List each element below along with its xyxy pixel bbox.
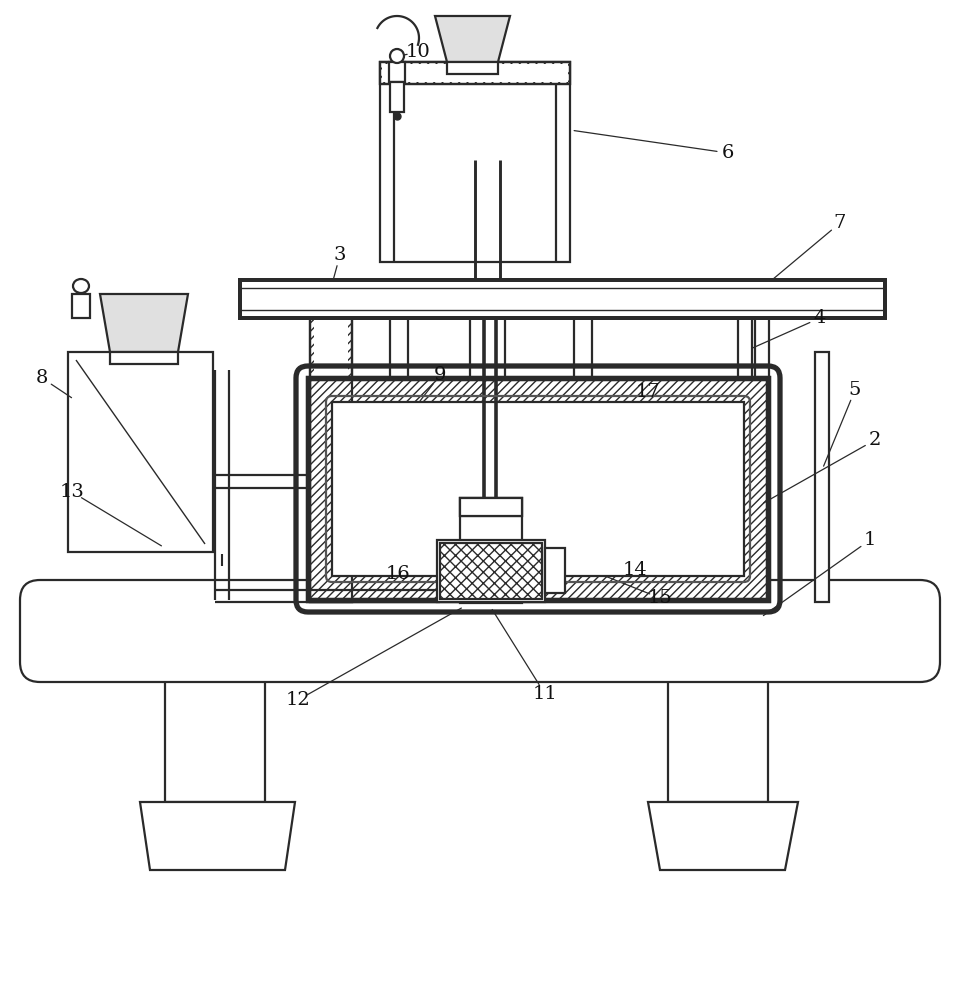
Bar [545,548,565,593]
Bar [380,62,570,84]
Bar [72,294,90,318]
Text: 3: 3 [334,246,347,264]
Bar [314,284,348,594]
Bar [447,62,498,74]
Bar [332,402,744,576]
Ellipse shape [390,49,404,63]
Text: 11: 11 [533,685,558,703]
Text: 16: 16 [385,565,410,583]
Bar [755,280,769,600]
Text: 17: 17 [636,383,661,401]
Bar [165,662,265,802]
Bar [437,540,545,602]
Bar [668,662,768,802]
Text: 15: 15 [648,589,672,607]
Bar [242,282,883,316]
Text: 9: 9 [433,366,446,384]
Bar [460,498,522,603]
Polygon shape [648,802,798,870]
Bar [389,62,405,82]
Text: 5: 5 [848,381,861,399]
Text: 2: 2 [869,431,881,449]
Bar [390,82,404,112]
Bar [382,64,568,82]
Bar [310,280,352,602]
Text: 14: 14 [623,561,647,579]
Text: 6: 6 [722,144,734,162]
Bar [332,402,744,576]
Text: 1: 1 [864,531,876,549]
Text: 10: 10 [405,43,430,61]
Polygon shape [140,802,295,870]
Ellipse shape [73,279,89,293]
Bar [380,62,570,84]
Text: 12: 12 [286,691,310,709]
Bar [460,498,522,516]
Bar [110,352,178,364]
Bar [440,543,542,599]
Polygon shape [100,294,188,352]
Text: 13: 13 [60,483,85,501]
Bar [308,378,768,600]
Bar [310,280,352,602]
Bar [240,280,885,318]
Polygon shape [435,16,510,62]
Bar [738,280,752,600]
Bar [440,543,542,599]
Bar [240,280,885,318]
Text: 7: 7 [834,214,846,232]
Bar [380,62,570,262]
Bar [460,498,522,516]
FancyBboxPatch shape [20,580,940,682]
Bar [815,352,829,602]
Text: 4: 4 [814,309,826,327]
Text: 8: 8 [36,369,48,387]
Bar [461,499,521,515]
Bar [68,352,213,552]
Bar [308,378,768,600]
